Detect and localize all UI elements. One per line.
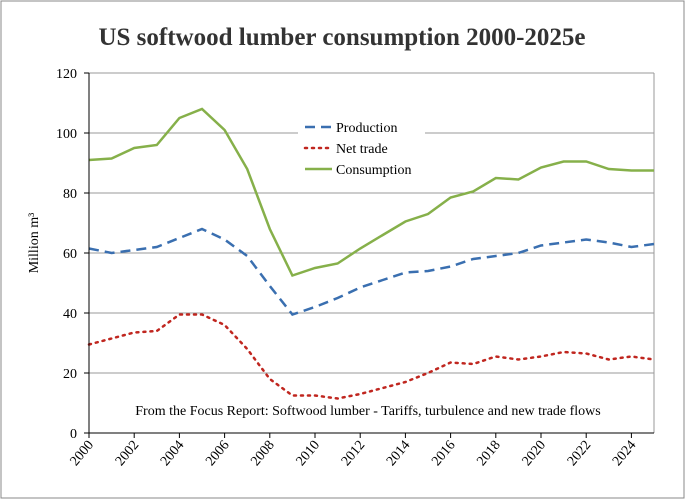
legend-label: Consumption: [336, 163, 411, 178]
y-tick-label: 60: [63, 247, 77, 262]
legend-label: Net trade: [336, 142, 388, 157]
legend-label: Production: [336, 121, 397, 136]
data-line: [88, 107, 654, 278]
y-tick-label: 20: [63, 367, 77, 382]
annotation: From the Focus Report: Softwood lumber -…: [135, 404, 600, 419]
y-tick-label: 0: [70, 427, 77, 442]
y-tick-label: 40: [63, 307, 77, 322]
y-tick-label: 120: [56, 67, 77, 82]
y-tick-label: 80: [63, 187, 77, 202]
data-line: [88, 227, 655, 316]
chart-title: US softwood lumber consumption 2000-2025…: [98, 24, 585, 51]
y-tick-label: 100: [56, 127, 77, 142]
y-axis-label: Million m³: [27, 213, 42, 274]
data-line: [87, 313, 656, 400]
